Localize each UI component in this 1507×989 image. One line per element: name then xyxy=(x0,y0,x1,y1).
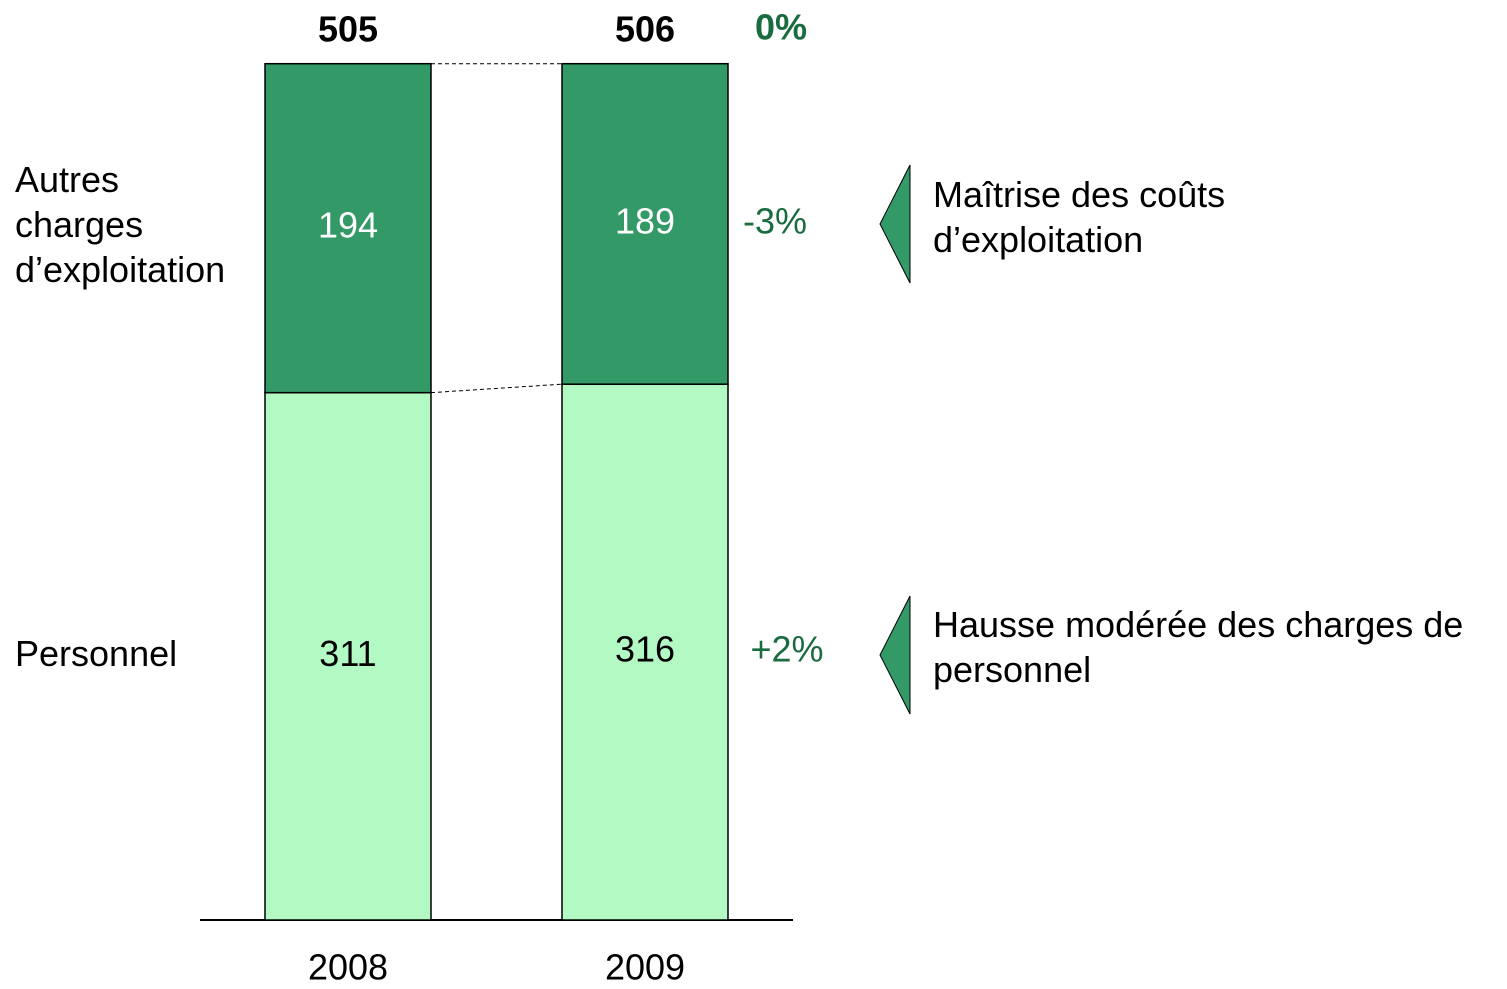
series-label: Personnel xyxy=(15,633,178,674)
bar-segment xyxy=(264,391,432,921)
change-label: -3% xyxy=(743,201,807,242)
bar-segment xyxy=(561,383,729,921)
total-label: 506 xyxy=(615,9,675,50)
value-label: 316 xyxy=(615,629,675,670)
x-tick-label: 2008 xyxy=(308,947,388,988)
callout-text: Maîtrise des coûts d’exploitation xyxy=(933,174,1226,260)
total-label: 505 xyxy=(318,9,378,50)
change-label: +2% xyxy=(750,629,823,670)
callout-arrow xyxy=(879,164,911,284)
bar-segment xyxy=(561,62,729,385)
callout-arrow xyxy=(879,595,911,715)
bar-segment xyxy=(264,62,432,394)
value-label: 194 xyxy=(318,205,378,246)
series-label: Autres charges d’exploitation xyxy=(15,159,226,290)
value-label: 189 xyxy=(615,200,675,241)
change-label: 0% xyxy=(755,7,807,48)
value-label: 311 xyxy=(319,633,376,674)
connector xyxy=(430,383,563,394)
callout-text: Hausse modérée des charges de personnel xyxy=(933,604,1464,690)
x-tick-label: 2009 xyxy=(605,947,685,988)
